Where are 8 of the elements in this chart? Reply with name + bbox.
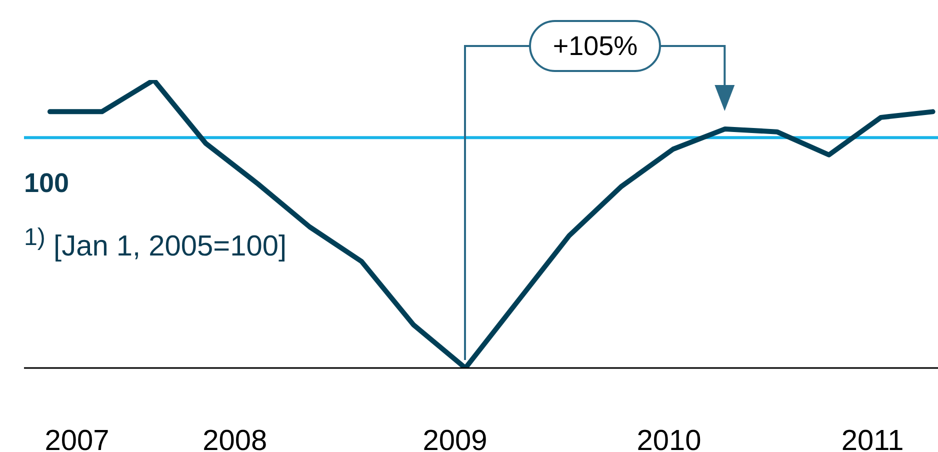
x-tick-label: 2008: [202, 425, 268, 452]
text: +105%: [552, 30, 638, 62]
x-tick-label: 2007: [44, 425, 110, 452]
annotation: $^{1)}$ [Jan 1, 2005=100]: [24, 224, 287, 264]
x-tick-label: 2009: [422, 425, 488, 452]
x-tick-label: 2010: [636, 425, 702, 452]
annotation: 100: [24, 168, 70, 199]
x-tick-label: 2011: [841, 425, 904, 452]
